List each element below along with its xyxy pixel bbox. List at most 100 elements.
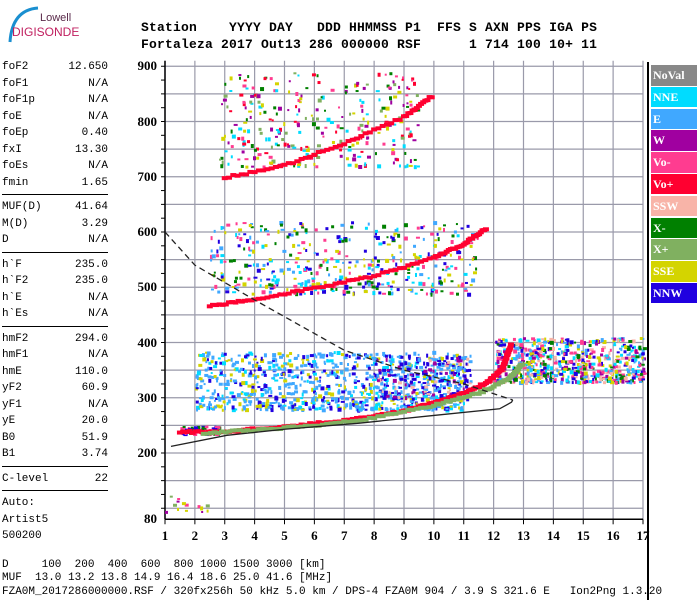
echo-point	[220, 164, 224, 169]
echo-point	[345, 129, 349, 133]
echo-point	[250, 144, 254, 149]
echo-point	[339, 148, 343, 152]
echo-point	[404, 165, 407, 169]
trace-point	[430, 403, 437, 408]
echo-point	[396, 373, 400, 376]
echo-point	[247, 384, 252, 388]
echo-point	[530, 360, 535, 364]
echo-point	[502, 350, 507, 354]
echo-point	[326, 117, 331, 122]
trace-point	[437, 399, 444, 404]
echo-point	[225, 290, 230, 294]
trace-point	[260, 426, 267, 431]
echo-point	[422, 388, 426, 391]
echo-point	[520, 373, 523, 378]
echo-point	[634, 351, 639, 354]
echo-point	[446, 382, 449, 386]
param-label: h`F2	[2, 275, 29, 287]
echo-point	[278, 385, 282, 390]
echo-point	[500, 341, 504, 345]
echo-point	[600, 361, 603, 366]
echo-point	[403, 403, 406, 406]
echo-point	[233, 280, 237, 284]
echo-point	[576, 357, 580, 360]
echo-point	[390, 358, 395, 362]
echo-point	[239, 237, 243, 242]
echo-point	[375, 90, 380, 93]
echo-point	[289, 253, 293, 257]
trace-point	[466, 394, 473, 399]
echo-point	[435, 289, 439, 294]
echo-point	[398, 394, 401, 398]
echo-point	[259, 408, 262, 412]
echo-point	[238, 228, 243, 232]
y-tick-label: 600	[137, 224, 158, 239]
echo-point	[524, 363, 528, 366]
echo-point	[216, 376, 219, 380]
echo-point	[533, 372, 537, 377]
echo-point	[229, 76, 233, 81]
echo-point	[226, 286, 230, 290]
header-values: Fortaleza 2017 Out13 286 000000 RSF 1 71…	[141, 37, 598, 52]
param-label: h`Es	[2, 308, 29, 320]
echo-point	[596, 356, 601, 360]
echo-point	[209, 254, 213, 259]
echo-point	[255, 147, 259, 151]
echo-point	[450, 357, 454, 361]
echo-point	[219, 370, 223, 375]
echo-point	[403, 405, 407, 410]
echo-point	[223, 373, 227, 377]
echo-point	[465, 369, 469, 373]
echo-point	[312, 360, 317, 364]
echo-point	[221, 136, 226, 141]
echo-point	[526, 377, 531, 382]
echo-point	[641, 352, 645, 356]
echo-point	[527, 348, 531, 352]
echo-point	[406, 102, 409, 105]
echo-point	[429, 369, 433, 372]
echo-point	[396, 392, 401, 396]
echo-point	[247, 394, 252, 398]
echo-point	[528, 375, 532, 379]
echo-point	[251, 385, 255, 389]
echo-point	[583, 367, 587, 371]
echo-point	[232, 397, 237, 401]
param-value: 294.0	[74, 332, 108, 345]
echo-point	[236, 283, 241, 286]
echo-point	[318, 394, 323, 399]
echo-point	[307, 267, 312, 271]
trace-point	[409, 407, 416, 412]
echo-point	[375, 373, 380, 378]
echo-point	[206, 351, 211, 356]
echo-point	[232, 379, 237, 383]
echo-point	[414, 255, 418, 259]
echo-point	[412, 389, 416, 394]
echo-point	[291, 270, 295, 274]
param-row-hf2: h`F2 235.0	[2, 273, 108, 290]
echo-point	[638, 364, 642, 368]
echo-point	[526, 371, 530, 376]
echo-point	[355, 83, 359, 87]
trace-point	[234, 173, 241, 178]
echo-point	[286, 267, 291, 271]
echo-point	[456, 356, 460, 360]
echo-point	[407, 134, 411, 138]
echo-point	[324, 109, 327, 112]
echo-point	[432, 407, 437, 411]
echo-point	[381, 283, 385, 286]
echo-point	[389, 407, 392, 412]
echo-point	[319, 376, 322, 379]
echo-point	[531, 337, 536, 341]
echo-point	[344, 238, 348, 243]
echo-point	[534, 378, 539, 381]
echo-point	[293, 375, 297, 379]
echo-point	[638, 345, 642, 350]
echo-point	[298, 101, 302, 104]
echo-point	[416, 267, 420, 271]
trace-point	[450, 398, 457, 403]
echo-point	[326, 373, 330, 377]
echo-point	[524, 381, 528, 386]
echo-point	[406, 105, 410, 108]
echo-point	[241, 136, 245, 141]
echo-point	[328, 352, 332, 357]
